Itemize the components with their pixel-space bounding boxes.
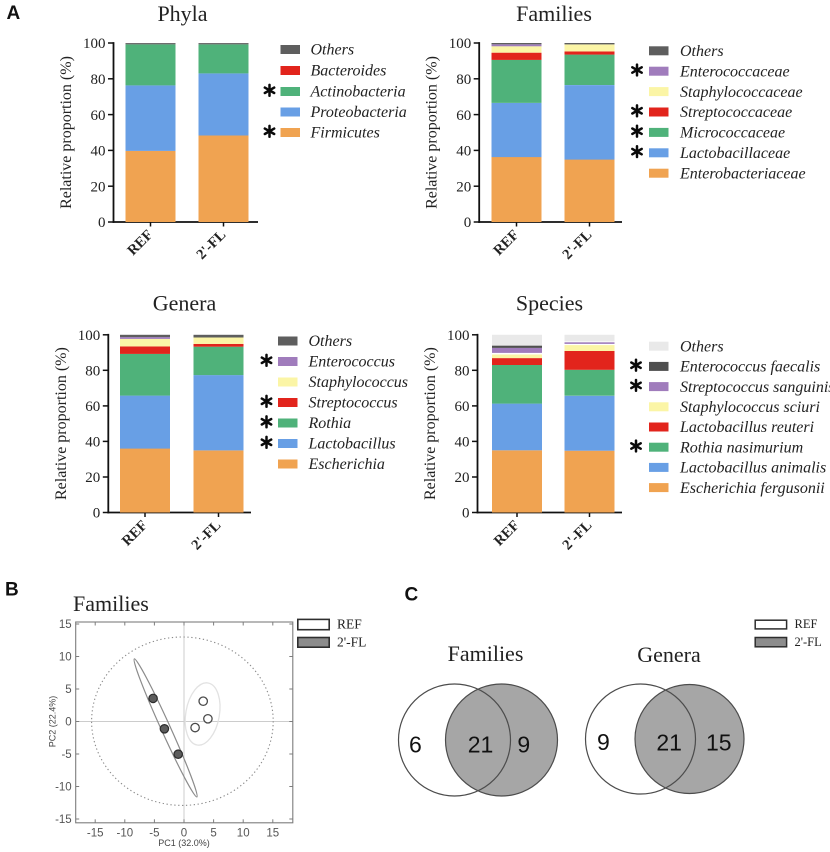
svg-text:100: 100 <box>78 328 101 344</box>
svg-text:20: 20 <box>91 179 106 195</box>
svg-text:Genera: Genera <box>153 291 217 316</box>
svg-text:Relative proportion (%): Relative proportion (%) <box>58 56 75 209</box>
svg-text:60: 60 <box>85 399 100 415</box>
svg-text:40: 40 <box>91 144 106 160</box>
svg-text:80: 80 <box>456 72 471 88</box>
svg-text:10: 10 <box>237 828 250 840</box>
svg-text:80: 80 <box>91 72 106 88</box>
svg-text:100: 100 <box>83 36 106 52</box>
svg-text:Lactobacillaceae: Lactobacillaceae <box>679 145 790 162</box>
svg-text:Lactobacillus: Lactobacillus <box>308 436 396 453</box>
svg-text:40: 40 <box>455 435 470 451</box>
svg-text:Actinobacteria: Actinobacteria <box>310 84 406 101</box>
svg-text:80: 80 <box>85 364 100 380</box>
svg-text:0: 0 <box>98 215 106 231</box>
svg-text:9: 9 <box>517 732 530 758</box>
svg-text:21: 21 <box>656 730 682 756</box>
svg-text:B: B <box>5 580 19 601</box>
svg-text:100: 100 <box>449 36 472 52</box>
svg-text:REF: REF <box>337 617 362 632</box>
svg-text:Lactobacillus animalis: Lactobacillus animalis <box>679 460 826 477</box>
svg-text:Staphylococcaceae: Staphylococcaceae <box>680 84 803 101</box>
svg-text:Escherichia: Escherichia <box>308 456 385 473</box>
svg-text:A: A <box>7 3 21 24</box>
svg-text:Relative proportion (%): Relative proportion (%) <box>422 347 439 500</box>
svg-text:C: C <box>405 585 419 606</box>
svg-text:0: 0 <box>93 506 101 522</box>
svg-text:10: 10 <box>59 652 72 664</box>
svg-text:20: 20 <box>456 179 471 195</box>
svg-text:Staphylococcus sciuri: Staphylococcus sciuri <box>680 399 820 416</box>
svg-text:-10: -10 <box>116 828 133 840</box>
svg-text:PC1 (32.0%): PC1 (32.0%) <box>158 838 210 848</box>
svg-text:60: 60 <box>456 108 471 124</box>
svg-text:Phyla: Phyla <box>157 1 207 26</box>
svg-text:Firmicutes: Firmicutes <box>310 125 380 142</box>
svg-text:Enterococcaceae: Enterococcaceae <box>679 63 790 80</box>
svg-text:15: 15 <box>266 828 279 840</box>
svg-text:Staphylococcus: Staphylococcus <box>309 374 409 391</box>
svg-text:Relative proportion (%): Relative proportion (%) <box>53 347 70 500</box>
svg-text:5: 5 <box>210 828 216 840</box>
svg-text:-15: -15 <box>55 814 72 826</box>
svg-text:2'-FL: 2'-FL <box>795 635 822 649</box>
svg-text:Escherichia fergusonii: Escherichia fergusonii <box>679 480 825 497</box>
svg-text:Streptococcaceae: Streptococcaceae <box>680 104 792 121</box>
svg-text:Rothia nasimurium: Rothia nasimurium <box>679 439 803 456</box>
svg-text:5: 5 <box>65 684 71 696</box>
svg-text:15: 15 <box>706 730 732 756</box>
svg-text:21: 21 <box>468 732 494 758</box>
svg-text:Rothia: Rothia <box>308 415 352 432</box>
svg-text:Species: Species <box>516 291 583 316</box>
svg-text:Micrococcaceae: Micrococcaceae <box>679 125 785 142</box>
svg-text:Others: Others <box>680 338 724 355</box>
svg-text:0: 0 <box>65 717 71 729</box>
svg-text:6: 6 <box>409 732 422 758</box>
svg-text:Families: Families <box>448 641 524 666</box>
svg-text:Streptococcus: Streptococcus <box>309 395 398 412</box>
svg-text:60: 60 <box>455 399 470 415</box>
svg-text:Bacteroides: Bacteroides <box>311 63 387 80</box>
svg-text:Lactobacillus reuteri: Lactobacillus reuteri <box>679 419 814 436</box>
svg-text:Proteobacteria: Proteobacteria <box>310 104 407 121</box>
svg-text:0: 0 <box>462 506 470 522</box>
svg-text:2'-FL: 2'-FL <box>337 635 366 650</box>
svg-text:40: 40 <box>456 144 471 160</box>
svg-text:Genera: Genera <box>637 642 701 667</box>
svg-text:Enterococcus faecalis: Enterococcus faecalis <box>679 359 820 376</box>
svg-text:Streptococcus sanguinis: Streptococcus sanguinis <box>680 379 830 396</box>
svg-text:100: 100 <box>447 328 470 344</box>
svg-text:Others: Others <box>309 333 353 350</box>
svg-text:Relative proportion (%): Relative proportion (%) <box>424 56 441 209</box>
svg-text:Others: Others <box>680 43 724 60</box>
svg-text:Enterobacteriaceae: Enterobacteriaceae <box>679 165 806 182</box>
svg-text:Others: Others <box>311 42 355 59</box>
svg-text:REF: REF <box>795 617 818 631</box>
svg-text:0: 0 <box>464 215 472 231</box>
svg-text:60: 60 <box>91 108 106 124</box>
svg-text:-5: -5 <box>61 749 71 761</box>
svg-text:-15: -15 <box>87 828 104 840</box>
svg-text:-10: -10 <box>55 782 72 794</box>
svg-text:0: 0 <box>181 828 187 840</box>
svg-text:Enterococcus: Enterococcus <box>308 354 395 371</box>
svg-text:20: 20 <box>85 470 100 486</box>
svg-text:20: 20 <box>455 470 470 486</box>
svg-text:40: 40 <box>85 435 100 451</box>
svg-text:9: 9 <box>597 729 610 755</box>
svg-text:PC2 (22.4%): PC2 (22.4%) <box>48 696 58 748</box>
svg-text:-5: -5 <box>149 828 159 840</box>
svg-text:Families: Families <box>73 591 149 616</box>
svg-text:Families: Families <box>516 1 592 26</box>
svg-text:15: 15 <box>59 619 72 631</box>
svg-text:80: 80 <box>455 364 470 380</box>
